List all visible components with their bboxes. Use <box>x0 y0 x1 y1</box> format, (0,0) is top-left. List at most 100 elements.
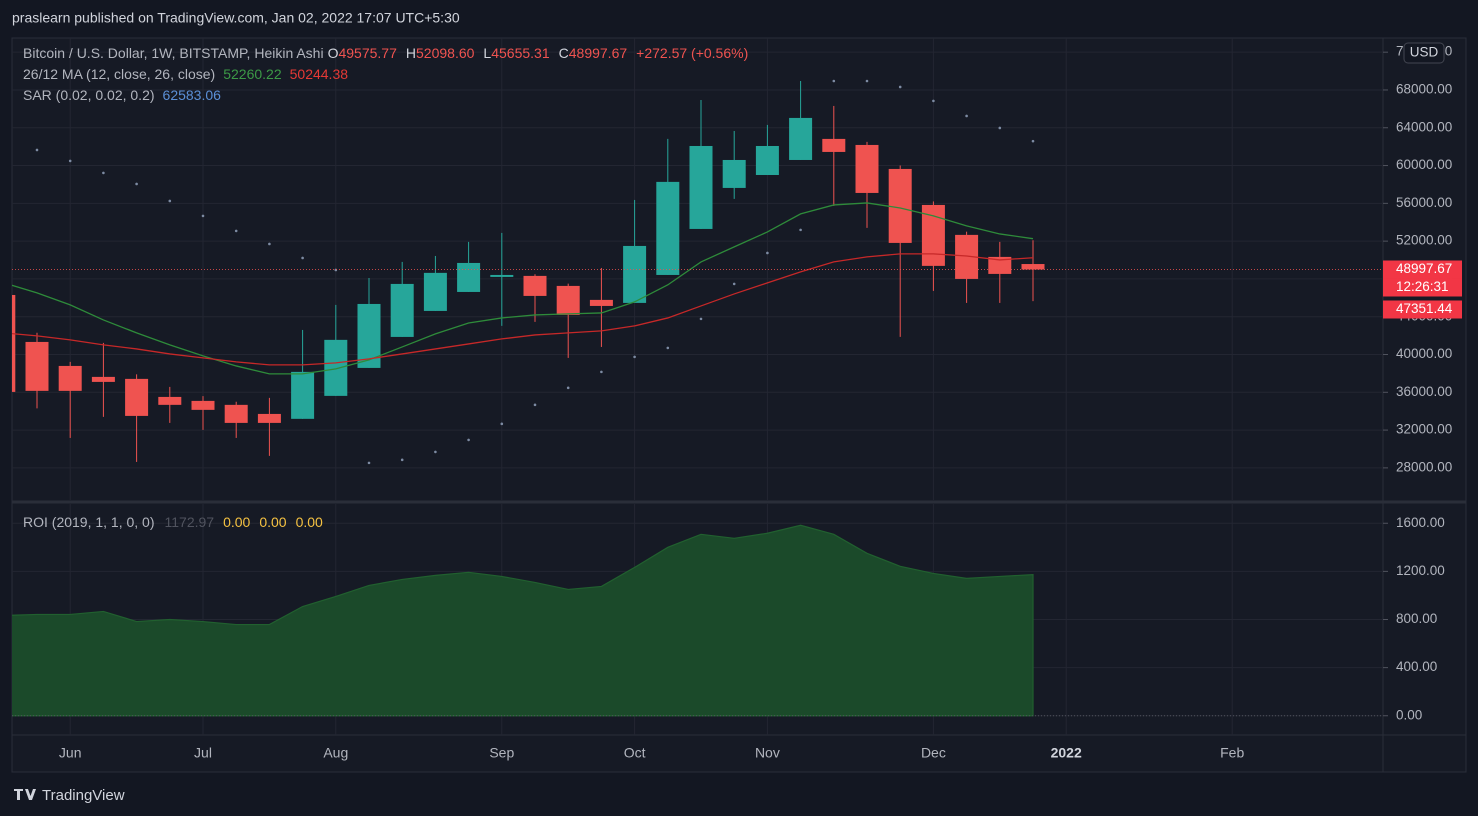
roi-area <box>12 524 1034 717</box>
sar-dot <box>234 229 238 233</box>
candle-body <box>855 144 879 193</box>
y-tick-label: 52000.00 <box>1396 233 1452 248</box>
legend-ma: 26/12 MA (12, close, 26, close) <box>23 66 216 82</box>
sar-dot <box>898 85 902 89</box>
y-tick-label: 800.00 <box>1396 611 1437 626</box>
y-tick-label: 0.00 <box>1396 707 1422 722</box>
candle-body <box>722 159 746 188</box>
sar-dot <box>35 148 39 152</box>
axes: Jun Jul Aug Sep Oct Nov Dec 2022 Feb 28000.00 3200… <box>59 42 1462 761</box>
legend-roi: ROI (2019, 1, 1, 0, 0) 1172.97 0.00 0.00 0.0… <box>23 513 323 531</box>
y-tick-label: 68000.00 <box>1396 82 1452 97</box>
sar-dot <box>102 171 105 175</box>
plot-area <box>12 38 1383 735</box>
x-tick-label: Aug <box>323 745 348 761</box>
legend-ohlc-value: 49575.77 <box>338 45 397 61</box>
sar-dot <box>666 346 670 350</box>
sar-dot <box>533 403 537 407</box>
sar-dot <box>766 251 769 255</box>
candle-body <box>822 138 846 152</box>
currency: USD <box>1410 45 1439 60</box>
price-tag: 47351.44 <box>1396 301 1453 316</box>
logo <box>14 789 36 800</box>
legend-ohlc-label: O <box>327 45 339 61</box>
legend-sar-value: 62583.06 <box>162 87 221 103</box>
candle-body <box>1021 264 1045 270</box>
x-tick-label: Jul <box>194 745 212 761</box>
candle-body <box>291 371 315 419</box>
candle-body <box>357 303 381 368</box>
candle-body <box>158 396 182 405</box>
y-tick-label: 28000.00 <box>1396 459 1452 474</box>
legend-ohlc-value: 52098.60 <box>416 45 475 61</box>
candle-body <box>955 234 979 279</box>
legend-ohlc-label: L <box>483 45 492 61</box>
candle-body <box>125 378 149 416</box>
candle-body <box>423 272 447 311</box>
sar-dot <box>135 182 138 186</box>
candle-body <box>457 262 481 292</box>
sar-dot <box>998 126 1002 130</box>
y-tick-label: 400.00 <box>1396 659 1437 674</box>
candle-body <box>888 168 912 243</box>
legend-roi: ROI (2019, 1, 1, 0, 0) <box>23 514 155 530</box>
y-tick-label: 64000.00 <box>1396 119 1452 134</box>
sar-dot <box>201 214 205 218</box>
sar-dot <box>434 450 437 454</box>
candle-body <box>91 376 115 382</box>
x-tick-label: Jun <box>59 745 82 761</box>
legend-main: Bitcoin / U.S. Dollar, 1W, BITSTAMP, Hei… <box>23 44 748 62</box>
legend-title: Bitcoin / U.S. Dollar, 1W, BITSTAMP, Hei… <box>23 45 324 61</box>
sar-dot <box>699 317 703 321</box>
currency-box <box>1403 42 1445 64</box>
legend-roi-value: 0.00 <box>223 514 251 530</box>
candle-body <box>623 245 647 303</box>
y-tick-label: 32000.00 <box>1396 422 1452 437</box>
y-tick-label: 40000.00 <box>1396 346 1452 361</box>
x-tick-label: Feb <box>1220 745 1244 761</box>
candle-body <box>257 413 281 423</box>
legend-sar: SAR (0.02, 0.02, 0.2) 62583.06 <box>23 86 221 104</box>
sar-dot <box>400 458 404 462</box>
sar-dot <box>168 199 172 203</box>
legend-ohlc-label: C <box>558 45 569 61</box>
sar-dot <box>467 438 470 442</box>
sar-dot <box>965 114 968 118</box>
candle-body <box>589 299 613 306</box>
candle-body <box>490 274 514 277</box>
candle-body <box>12 294 16 392</box>
candle-body <box>556 285 580 315</box>
sar-dot <box>367 461 371 465</box>
candle-body <box>224 404 248 423</box>
price-tag: 12:26:31 <box>1396 279 1449 294</box>
candle-body <box>191 400 215 410</box>
sar-dot <box>268 242 271 246</box>
price-tag-bg <box>1383 260 1462 279</box>
sar-dot <box>932 99 935 103</box>
ma-line <box>12 202 1034 375</box>
legend-roi-value: 0.00 <box>295 514 323 530</box>
y-tick-label: 36000.00 <box>1396 384 1452 399</box>
x-tick-label: Sep <box>489 745 514 761</box>
legend-ma-value: 50244.38 <box>289 66 349 82</box>
y-tick-label: 1600.00 <box>1396 515 1445 530</box>
sar-dot <box>832 79 836 83</box>
y-tick-label: 1200.00 <box>1396 563 1445 578</box>
sar-dot <box>301 256 304 260</box>
sar-dot <box>566 386 570 390</box>
candle-body <box>789 117 813 160</box>
x-tick-label: 2022 <box>1051 745 1082 761</box>
price-tag-bg <box>1383 278 1462 297</box>
legend-roi-value: 1172.97 <box>164 514 215 530</box>
sar-dot <box>633 355 636 359</box>
brand: TradingView <box>42 787 125 804</box>
candle-body <box>656 181 680 275</box>
legend-ohlc-value: 45655.31 <box>491 45 550 61</box>
legend-roi-value: 0.00 <box>259 514 287 530</box>
legend-ma-value: 52260.22 <box>223 66 282 82</box>
legend-sar: SAR (0.02, 0.02, 0.2) <box>23 87 155 103</box>
sar-dot <box>68 159 72 163</box>
legend-ohlc-value: 48997.67 <box>568 45 628 61</box>
x-tick-label: Oct <box>624 745 646 761</box>
